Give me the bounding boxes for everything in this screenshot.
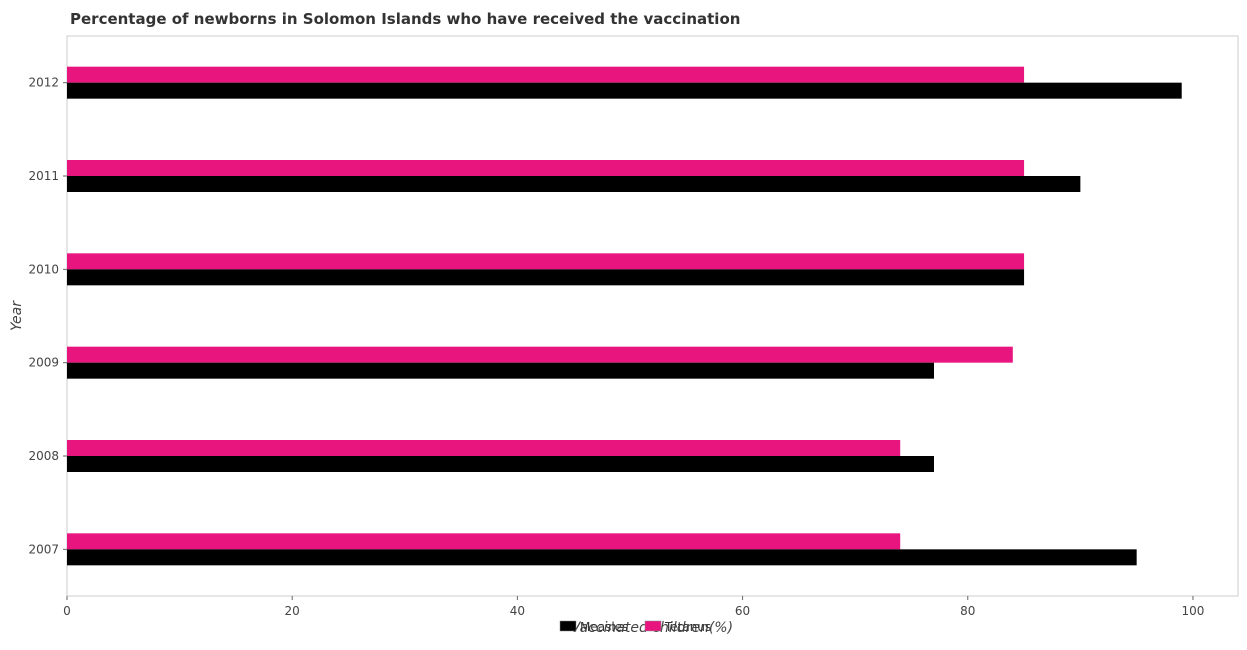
y-tick-label: 2011 (28, 169, 59, 183)
y-tick-label: 2007 (28, 542, 59, 556)
x-tick-label: 80 (960, 604, 975, 618)
bar-tetanus-2012 (67, 66, 1025, 83)
x-tick-labels: 0 20 40 60 80 100 (63, 596, 1204, 618)
bars (67, 66, 1182, 566)
y-tick-label: 2012 (28, 76, 59, 90)
bar-tetanus-2011 (67, 160, 1025, 176)
bar-measles-2010 (67, 269, 1025, 286)
legend: Measles Tetanus (559, 620, 711, 634)
legend-label-measles: Measles (580, 620, 628, 634)
y-tick-label: 2009 (28, 356, 59, 370)
y-tick-label: 2008 (28, 449, 59, 463)
bar-tetanus-2007 (67, 533, 901, 550)
legend-swatch-tetanus (644, 620, 662, 632)
bar-tetanus-2010 (67, 253, 1025, 270)
bar-measles-2009 (67, 362, 934, 379)
x-tick-label: 100 (1182, 604, 1205, 618)
chart-title: Percentage of newborns in Solomon Island… (70, 10, 740, 28)
plot-area (66, 35, 1239, 597)
x-tick-label: 0 (63, 604, 71, 618)
bar-tetanus-2008 (67, 440, 901, 456)
y-axis-label: Year (9, 300, 25, 331)
y-tick-labels: 2007 2008 2009 2010 2011 2012 (28, 76, 67, 556)
x-tick-label: 20 (285, 604, 300, 618)
legend-swatch-measles (559, 620, 577, 632)
y-tick-label: 2010 (28, 262, 59, 276)
bar-measles-2012 (67, 82, 1182, 99)
bar-measles-2008 (67, 456, 934, 472)
x-tick-label: 60 (735, 604, 750, 618)
bar-tetanus-2009 (67, 346, 1013, 363)
legend-label-tetanus: Tetanus (664, 620, 711, 634)
x-tick-label: 40 (510, 604, 525, 618)
bar-measles-2007 (67, 549, 1137, 566)
bar-measles-2011 (67, 176, 1081, 192)
